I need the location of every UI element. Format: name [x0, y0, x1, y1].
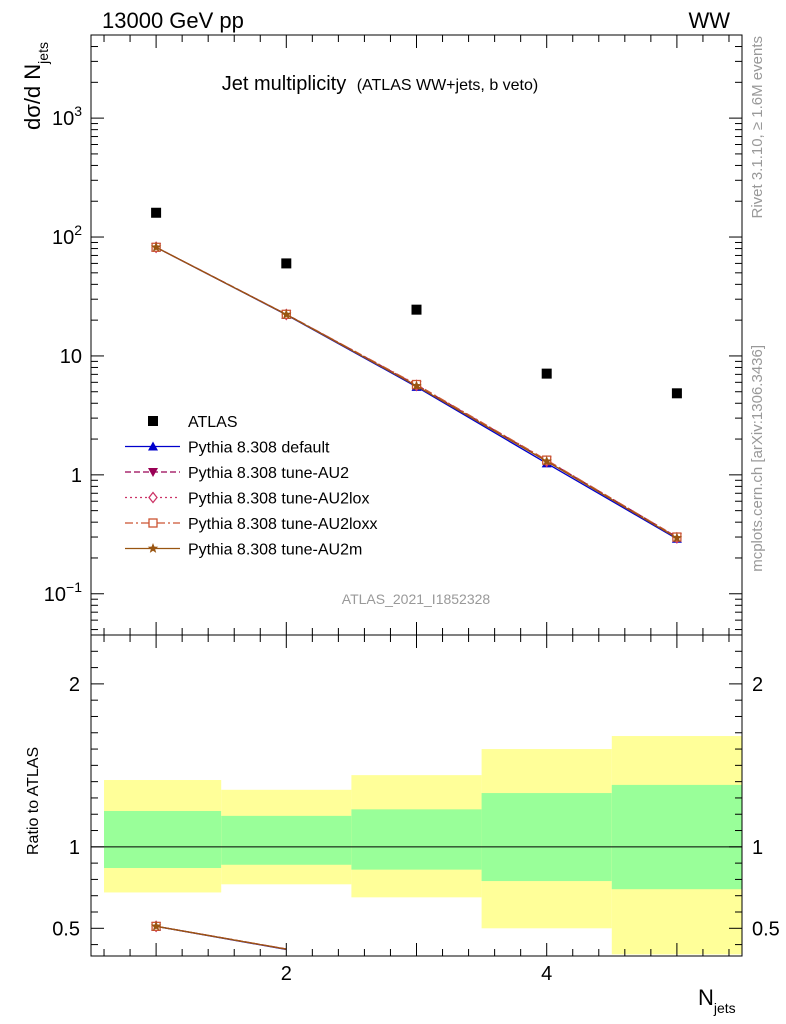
ratio-y-tick-label-right: 1	[752, 837, 763, 859]
legend-entry: Pythia 8.308 tune-AU2loxx	[125, 516, 377, 533]
legend-entry: ATLAS	[148, 414, 238, 431]
y-tick-label: 102	[52, 222, 82, 249]
y-tick-label-exp: 3	[74, 103, 82, 119]
y-tick-label-exp: 2	[74, 222, 82, 238]
data-point	[281, 309, 292, 319]
ratio-y-tick-label-right: 0.5	[752, 918, 780, 940]
x-tick-label: 4	[541, 963, 552, 985]
x-axis-label-main: N	[698, 985, 714, 1010]
y-tick-label-base: 10	[44, 584, 66, 606]
ratio-y-tick-label: 2	[69, 674, 80, 696]
data-point	[541, 455, 552, 466]
legend-marker	[148, 441, 158, 451]
y-tick-label: 10−1	[44, 579, 82, 606]
legend-marker	[148, 416, 158, 426]
y-tick-label-base: 10	[52, 227, 74, 249]
green-band	[104, 810, 222, 869]
side-rivet: Rivet 3.1.10, ≥ 1.6M events	[749, 36, 766, 219]
y-axis-label-main: dσ/d N	[20, 64, 45, 130]
data-point	[541, 368, 552, 379]
legend-entry: Pythia 8.308 tune-AU2lox	[125, 491, 369, 508]
plot-title: Jet multiplicity (ATLAS WW+jets, b veto)	[222, 73, 538, 95]
legend-label: Pythia 8.308 default	[188, 440, 330, 457]
ratio-series	[150, 920, 287, 951]
y-tick-label: 1	[71, 465, 82, 487]
series-5	[150, 241, 683, 543]
legend-marker	[148, 518, 158, 528]
ratio-series-4	[150, 920, 287, 950]
y-axis-label-sub: jets	[35, 42, 51, 65]
ratio-y-axis-label: Ratio to ATLAS	[25, 747, 42, 855]
data-point	[411, 380, 422, 391]
ratio-panel: 0.5 0.51 12 22 4 Ratio to ATLAS Njets	[25, 634, 780, 1016]
ratio-y-axis: 0.5 0.5 1 1 2 2	[52, 650, 780, 946]
legend-label: ATLAS	[188, 414, 238, 431]
legend-entry: Pythia 8.308 default	[125, 440, 330, 457]
side-mcplots: mcplots.cern.ch [arXiv:1306.3436]	[749, 345, 766, 572]
legend-marker	[148, 491, 158, 504]
legend-label: Pythia 8.308 tune-AU2	[188, 465, 349, 482]
x-axis-label-sub: jets	[713, 1000, 736, 1016]
y-tick-label-base: 10	[52, 108, 74, 130]
series-line	[155, 246, 678, 538]
uncertainty-bands	[104, 736, 742, 955]
y-tick-label: 103	[52, 103, 82, 130]
green-band	[221, 815, 352, 865]
y-tick-label: 10	[60, 346, 82, 368]
legend-marker	[147, 543, 159, 553]
plot-title-sub: (ATLAS WW+jets, b veto)	[357, 77, 539, 94]
data-point	[281, 258, 292, 269]
series-0	[151, 207, 682, 399]
ratio-panel-frame	[90, 634, 743, 957]
green-band	[481, 793, 612, 882]
main-x-axis	[103, 35, 730, 635]
header-left: 13000 GeV pp	[102, 8, 244, 33]
legend-marker	[148, 468, 158, 477]
legend: ATLAS Pythia 8.308 default Pythia 8.308 tu…	[125, 414, 377, 559]
ratio-y-tick-label-right: 2	[752, 674, 763, 696]
ratio-y-tick-label: 0.5	[52, 918, 80, 940]
data-point	[151, 207, 162, 218]
analysis-tag: ATLAS_2021_I1852328	[342, 591, 491, 607]
legend-entry: Pythia 8.308 tune-AU2m	[125, 542, 362, 559]
legend-label: Pythia 8.308 tune-AU2m	[188, 542, 362, 559]
ratio-line	[155, 925, 287, 950]
x-tick-label: 2	[281, 963, 292, 985]
data-point	[671, 532, 683, 543]
x-axis-label: Njets	[698, 985, 736, 1016]
y-tick-label-exp: −1	[66, 579, 82, 595]
y-axis-label: dσ/d Njets	[20, 42, 51, 130]
data-point	[671, 388, 682, 399]
legend-label: Pythia 8.308 tune-AU2loxx	[188, 516, 377, 533]
data-point	[150, 241, 162, 252]
data-point	[411, 304, 422, 315]
green-band	[611, 784, 742, 890]
header-right: WW	[688, 8, 730, 33]
legend-label: Pythia 8.308 tune-AU2lox	[188, 491, 369, 508]
ratio-y-tick-label: 1	[69, 837, 80, 859]
green-band	[351, 809, 482, 870]
ratio-point	[150, 920, 162, 931]
legend-entry: Pythia 8.308 tune-AU2	[125, 465, 349, 482]
plot-title-main: Jet multiplicity	[222, 73, 346, 95]
